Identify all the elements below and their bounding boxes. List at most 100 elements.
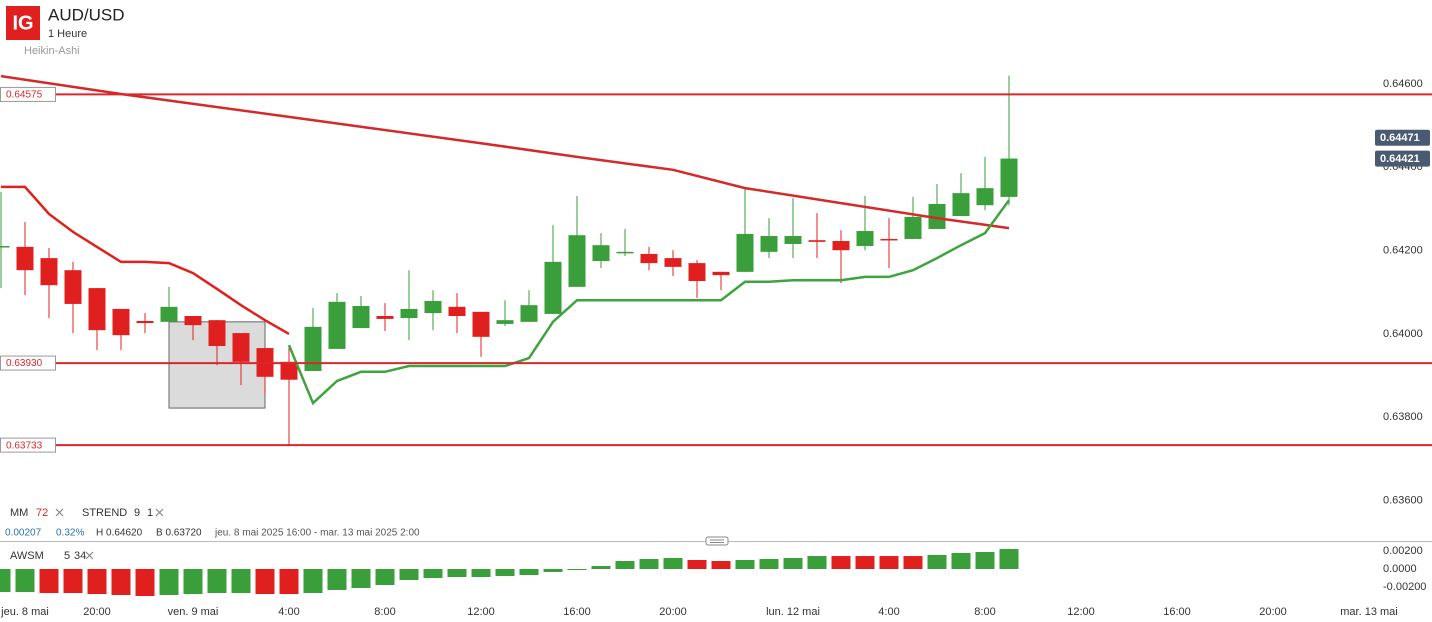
candle-body <box>232 333 250 362</box>
x-tick-label: 4:00 <box>278 606 299 618</box>
x-tick-label: jeu. 8 mai <box>0 606 49 618</box>
candle-body <box>112 308 130 336</box>
level-label: 0.63733 <box>6 440 43 451</box>
candle-body <box>928 203 946 229</box>
oscillator-bar <box>591 566 611 569</box>
oscillator-bar <box>159 569 179 596</box>
candle-body <box>832 241 850 251</box>
legend-mm-period: 72 <box>36 507 48 519</box>
oscillator-bar <box>351 569 371 588</box>
oscillator-bar <box>399 569 419 580</box>
oscillator-bar <box>423 569 443 578</box>
candle-body <box>712 271 730 276</box>
candle-body <box>880 238 898 241</box>
time-axis: jeu. 8 mai 20:00 ven. 9 mai 4:00 8:00 12:00 16… <box>0 606 1398 618</box>
candle-body <box>184 316 202 326</box>
legend-mm[interactable]: MM <box>10 507 28 519</box>
oscillator-bar <box>759 559 779 569</box>
x-tick-label: 20:00 <box>659 606 687 618</box>
candle-body <box>1000 158 1018 197</box>
x-tick-label: 8:00 <box>974 606 995 618</box>
candle-body <box>496 320 514 324</box>
y-tick-label: 0.63600 <box>1383 494 1423 506</box>
symbol: AUD/USD <box>48 5 125 24</box>
legend-strend-period: 9 <box>134 507 140 519</box>
oscillator-bar <box>567 569 587 570</box>
oscillator-bar <box>855 556 875 569</box>
logo-text: IG <box>12 12 33 34</box>
legend-awsm[interactable]: AWSM <box>10 550 44 562</box>
oscillator-bar <box>207 569 227 594</box>
oscillator-bar <box>255 569 275 595</box>
x-tick-label: 16:00 <box>563 606 591 618</box>
level-label: 0.64575 <box>6 90 43 101</box>
close-icon[interactable] <box>155 508 164 517</box>
legend-strend-multiplier: 1 <box>147 507 153 519</box>
x-tick-label: 4:00 <box>878 606 899 618</box>
x-tick-label: 16:00 <box>1163 606 1191 618</box>
candle-body <box>856 231 874 247</box>
legend-awsm-fast: 5 <box>64 550 70 562</box>
y2-tick-label: 0.0000 <box>1383 563 1417 575</box>
candle-body <box>208 320 226 346</box>
high: H 0.64620 <box>96 528 143 539</box>
x-tick-label: 20:00 <box>83 606 111 618</box>
logo <box>6 6 40 40</box>
oscillator-bar <box>303 569 323 594</box>
oscillator-bar <box>63 569 83 594</box>
legend-awsm-slow: 34 <box>74 550 86 562</box>
candle-body <box>40 258 58 286</box>
x-tick-label: lun. 12 mai <box>766 606 820 618</box>
candle-body <box>568 235 586 287</box>
low: B 0.63720 <box>156 528 202 539</box>
y-tick-label: 0.63800 <box>1383 411 1423 423</box>
price-badge <box>1375 129 1430 146</box>
oscillator-bar <box>375 569 395 586</box>
candle-body <box>784 236 802 244</box>
candle-body <box>88 288 106 331</box>
interval: 1 Heure <box>48 28 87 40</box>
level-label-box <box>0 437 56 453</box>
close-icon[interactable] <box>85 551 94 560</box>
candle-body <box>136 321 154 324</box>
candle-body <box>16 246 34 271</box>
main-panel: 0.646000.644000.642000.640000.638000.636… <box>0 74 1432 506</box>
candle-body <box>544 261 562 314</box>
oscillator-bar <box>999 549 1019 569</box>
candle-body <box>376 316 394 319</box>
candle-body <box>64 270 82 304</box>
x-tick-label: mar. 13 mai <box>1340 606 1397 618</box>
oscillator-bar <box>831 556 851 569</box>
candle-body <box>952 193 970 217</box>
oscillator-bar <box>0 569 11 593</box>
candle-body <box>520 305 538 322</box>
price-badge <box>1375 150 1430 167</box>
price-badge-label: 0.64471 <box>1380 132 1420 144</box>
y2-tick-label: 0.00200 <box>1383 545 1423 557</box>
supertrend-up <box>287 199 1011 406</box>
candle-body <box>328 301 346 349</box>
x-tick-label: 8:00 <box>374 606 395 618</box>
candle-body <box>472 311 490 337</box>
close-icon[interactable] <box>55 508 64 517</box>
oscillator-bar <box>711 560 731 569</box>
x-tick-label: 20:00 <box>1259 606 1287 618</box>
change: 0.00207 <box>5 528 42 539</box>
y-tick-label: 0.64600 <box>1383 78 1423 90</box>
oscillator-bar <box>543 569 563 572</box>
oscillator-bar <box>807 556 827 569</box>
y-tick-label: 0.64200 <box>1383 245 1423 257</box>
legend-strend[interactable]: STREND <box>82 507 127 519</box>
supertrend-down <box>1 185 290 335</box>
oscillator-bar <box>735 560 755 569</box>
y-tick-label: 0.64000 <box>1383 328 1423 340</box>
oscillator-bar <box>879 556 899 569</box>
oscillator-bar <box>111 569 131 596</box>
oscillator-bar <box>279 569 299 595</box>
oscillator-bar <box>183 569 203 595</box>
candle-body <box>736 233 754 272</box>
oscillator-bar <box>519 569 539 576</box>
chart-style: Heikin-Ashi <box>24 45 80 57</box>
resize-handle[interactable] <box>705 536 729 546</box>
